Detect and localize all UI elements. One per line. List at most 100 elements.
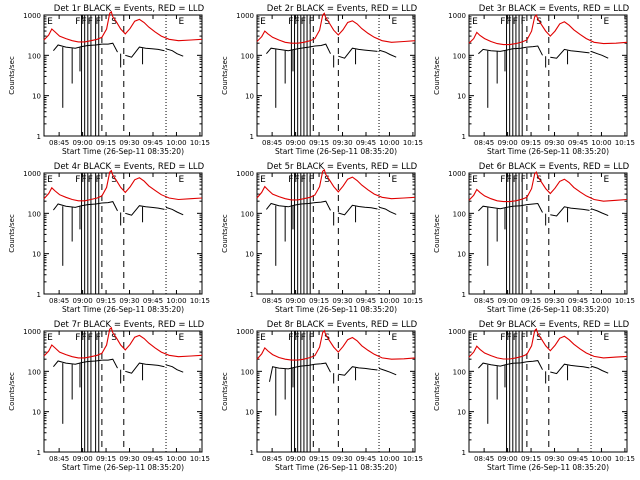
det-8r-xtick-label: 10:00 [379, 455, 399, 463]
det-4r-ytick-label: 100 [28, 210, 41, 218]
det-7r-ytick-label: 100 [28, 368, 41, 376]
det-2r-ylabel: Counts/sec [221, 56, 229, 95]
det-6r-ytick-label: 1 [462, 291, 466, 299]
det-1r-xlabel: Start Time (26-Sep-11 08:35:20) [62, 147, 184, 156]
det-1r-ylabel: Counts/sec [8, 56, 16, 95]
det-8r-ytick-label: 1000 [236, 328, 254, 336]
det-1r-xtick-label: 09:45 [143, 139, 163, 147]
det-3r-ytick-label: 100 [453, 52, 466, 60]
det-8r-marker-e: E [260, 333, 266, 343]
det-1r-xtick-label: 09:30 [119, 139, 139, 147]
det-4r-xtick-label: 09:30 [119, 297, 139, 305]
det-8r-xtick-label: 09:15 [309, 455, 329, 463]
det-5r-xtick-label: 09:15 [309, 297, 329, 305]
det-6r-marker-s: S [536, 175, 542, 185]
det-4r-series-events [53, 201, 118, 212]
det-6r-series-lld [468, 171, 628, 203]
det-1r-marker-e: E [47, 17, 53, 27]
det-1r-series-events [125, 46, 165, 58]
det-8r-series-lld [256, 329, 416, 361]
det-6r-ytick-label: 100 [453, 210, 466, 218]
det-3r-marker-f: F [500, 17, 505, 27]
det-9r-ytick-label: 1 [462, 449, 466, 457]
det-8r-xtick-label: 09:00 [285, 455, 305, 463]
det-5r-ytick-label: 1 [250, 291, 254, 299]
det-3r-xtick-label: 08:45 [474, 139, 494, 147]
det-2r-marker-e: E [392, 17, 398, 27]
det-2r-series-events [378, 49, 397, 58]
det-1r-xtick-label: 09:00 [72, 139, 92, 147]
det-1r-marker-f: F [82, 17, 87, 27]
det-3r-xtick-label: 10:00 [591, 139, 611, 147]
det-8r-xtick-label: 10:15 [403, 455, 423, 463]
det-9r-marker-e: E [472, 333, 478, 343]
det-1r-title: Det 1r BLACK = Events, RED = LLD [54, 4, 205, 14]
det-7r-xtick-label: 09:00 [72, 455, 92, 463]
det-5r-series-events [338, 204, 378, 216]
det-4r-ylabel: Counts/sec [8, 214, 16, 253]
det-2r-ytick-label: 1000 [236, 12, 254, 20]
det-7r-series-lld [43, 326, 203, 359]
det-7r-xtick-label: 10:00 [166, 455, 186, 463]
det-6r-marker-e: E [604, 175, 610, 185]
det-7r-xtick-label: 09:45 [143, 455, 163, 463]
det-8r-xlabel: Start Time (26-Sep-11 08:35:20) [275, 463, 397, 472]
det-3r-xlabel: Start Time (26-Sep-11 08:35:20) [487, 147, 609, 156]
det-3r-series-events [590, 50, 609, 59]
det-3r-xtick-label: 09:15 [521, 139, 541, 147]
det-5r-series-lld [256, 168, 416, 201]
det-5r-marker-e: E [260, 175, 266, 185]
det-6r-marker-f: F [521, 175, 526, 185]
det-8r-title: Det 8r BLACK = Events, RED = LLD [267, 320, 418, 330]
det-2r-xtick-label: 09:30 [332, 139, 352, 147]
det-6r-series-events [478, 202, 543, 213]
det-1r-marker-e: E [179, 17, 185, 27]
det-9r-ytick-label: 100 [453, 368, 466, 376]
det-3r-frame [468, 14, 628, 137]
det-8r-series-events [338, 366, 378, 376]
det-6r-xtick-label: 10:15 [615, 297, 635, 305]
det-6r-xtick-label: 09:45 [568, 297, 588, 305]
det-3r-series-events [478, 45, 543, 56]
det-2r-xtick-label: 09:45 [356, 139, 376, 147]
det-8r-ytick-label: 10 [245, 409, 254, 417]
det-7r-marker-f: F [75, 333, 80, 343]
det-6r-marker-f: F [500, 175, 505, 185]
det-5r-marker-e: E [392, 175, 398, 185]
det-6r-title: Det 6r BLACK = Events, RED = LLD [479, 162, 630, 172]
det-7r-ytick-label: 1 [37, 449, 41, 457]
det-6r-xtick-label: 09:00 [497, 297, 517, 305]
det-2r-marker-f: F [301, 17, 306, 27]
det-7r-xtick-label: 10:15 [190, 455, 210, 463]
det-1r-series-events [165, 48, 184, 57]
det-6r-xtick-label: 08:45 [474, 297, 494, 305]
det-7r-xtick-label: 09:30 [119, 455, 139, 463]
det-5r-xtick-label: 10:15 [403, 297, 423, 305]
det-3r-ytick-label: 1000 [448, 12, 466, 20]
det-3r-marker-e: E [604, 17, 610, 27]
det-1r-ytick-label: 100 [28, 52, 41, 60]
det-4r-series-events [125, 205, 165, 216]
det-6r-xtick-label: 09:30 [544, 297, 564, 305]
det-9r-marker-f: F [500, 333, 505, 343]
det-9r-title: Det 9r BLACK = Events, RED = LLD [479, 320, 630, 330]
det-7r-marker-e: E [179, 333, 185, 343]
det-1r-ytick-label: 1 [37, 133, 41, 141]
det-7r-series-events [53, 358, 118, 369]
det-1r-series-lld [43, 10, 203, 43]
det-4r-xtick-label: 08:45 [49, 297, 69, 305]
det-8r-marker-f: F [288, 333, 293, 343]
det-6r-marker-f: F [507, 175, 512, 185]
det-9r-series-events [478, 360, 543, 370]
det-6r-xtick-label: 10:00 [591, 297, 611, 305]
det-3r-xtick-label: 09:00 [497, 139, 517, 147]
det-9r-xtick-label: 09:30 [544, 455, 564, 463]
det-4r-series-events [165, 206, 184, 216]
det-4r-marker-f: F [75, 175, 80, 185]
det-4r-marker-s: S [111, 175, 117, 185]
det-8r-marker-f: F [295, 333, 300, 343]
det-9r-marker-s: S [536, 333, 542, 343]
det-1r-ytick-label: 1000 [23, 12, 41, 20]
det-5r-xtick-label: 08:45 [262, 297, 282, 305]
det-2r-frame [256, 14, 416, 137]
